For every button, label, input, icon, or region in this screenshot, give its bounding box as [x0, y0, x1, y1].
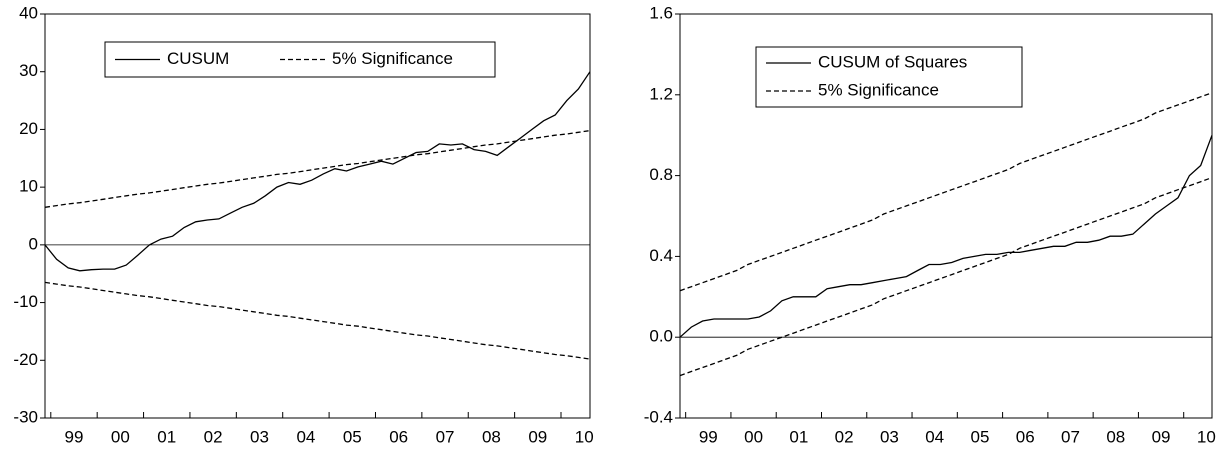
series-line — [679, 134, 1213, 338]
y-tick-label: 0.8 — [649, 165, 673, 184]
x-tick-label: 06 — [1016, 427, 1035, 446]
x-tick-label: 03 — [250, 427, 269, 446]
x-tick-label: 10 — [1197, 427, 1216, 446]
x-tick-label: 06 — [389, 427, 408, 446]
legend-label: 5% Significance — [332, 49, 453, 68]
x-tick-label: 01 — [157, 427, 176, 446]
x-tick-label: 02 — [204, 427, 223, 446]
x-tick-label: 08 — [482, 427, 501, 446]
x-tick-label: 08 — [1106, 427, 1125, 446]
y-tick-label: -10 — [13, 292, 38, 311]
y-tick-label: 10 — [19, 177, 38, 196]
y-tick-label: 40 — [19, 3, 38, 22]
x-tick-label: 04 — [296, 427, 315, 446]
y-tick-label: 1.6 — [649, 3, 673, 22]
x-tick-label: 07 — [1061, 427, 1080, 446]
x-tick-label: 05 — [970, 427, 989, 446]
y-tick-label: 20 — [19, 119, 38, 138]
x-tick-label: 99 — [65, 427, 84, 446]
x-tick-label: 09 — [1152, 427, 1171, 446]
series-line — [44, 71, 591, 272]
x-tick-label: 00 — [111, 427, 130, 446]
y-tick-label: 1.2 — [649, 84, 673, 103]
x-tick-label: 03 — [880, 427, 899, 446]
plot-frame — [44, 13, 591, 419]
x-tick-label: 09 — [528, 427, 547, 446]
x-tick-label: 01 — [789, 427, 808, 446]
plot-frame — [679, 13, 1213, 419]
y-tick-label: -0.4 — [644, 407, 673, 426]
series-line — [44, 281, 591, 360]
x-tick-label: 07 — [436, 427, 455, 446]
x-tick-label: 00 — [744, 427, 763, 446]
series-line — [679, 92, 1213, 292]
legend-label: CUSUM — [167, 49, 229, 68]
y-tick-label: -30 — [13, 407, 38, 426]
x-tick-label: 02 — [835, 427, 854, 446]
x-tick-label: 10 — [575, 427, 594, 446]
y-tick-label: 0.0 — [649, 327, 673, 346]
x-tick-label: 04 — [925, 427, 944, 446]
legend-label: CUSUM of Squares — [818, 52, 967, 71]
series-line — [679, 176, 1213, 377]
legend-box — [755, 46, 1023, 108]
x-tick-label: 05 — [343, 427, 362, 446]
y-tick-label: -20 — [13, 350, 38, 369]
series-line — [44, 129, 591, 208]
legend-label: 5% Significance — [818, 80, 939, 99]
x-tick-label: 99 — [699, 427, 718, 446]
y-tick-label: 0 — [29, 234, 38, 253]
y-tick-label: 0.4 — [649, 246, 673, 265]
y-tick-label: 30 — [19, 61, 38, 80]
